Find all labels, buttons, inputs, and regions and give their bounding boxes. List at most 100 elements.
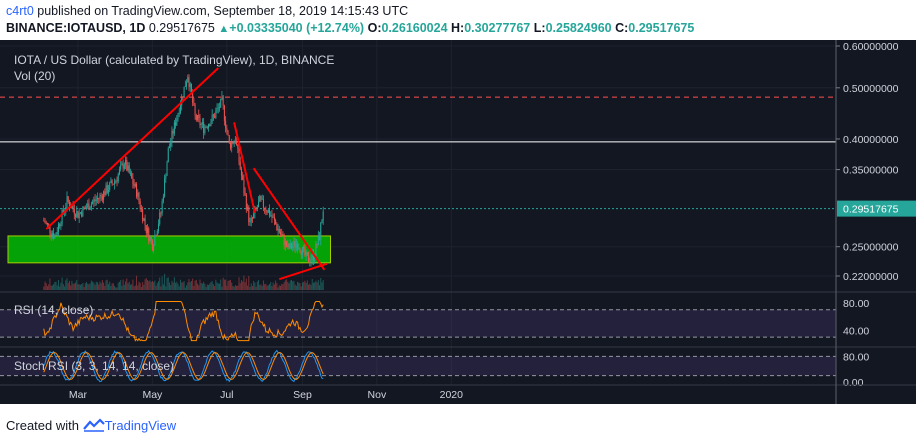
volume-bar	[289, 280, 291, 290]
volume-bar	[245, 278, 247, 290]
volume-bar	[301, 282, 303, 290]
candle-body	[151, 240, 153, 251]
candle-body	[59, 224, 61, 227]
candle-body	[165, 175, 167, 179]
volume-bar	[168, 282, 170, 290]
volume-bar	[316, 282, 318, 290]
time-tick-label: Mar	[69, 389, 88, 401]
candle-body	[300, 252, 302, 256]
candle-body	[48, 223, 50, 226]
volume-bar	[248, 276, 250, 290]
candle-body	[197, 115, 199, 120]
candle-body	[308, 255, 310, 263]
volume-bar	[309, 283, 311, 290]
volume-bar	[149, 280, 151, 290]
volume-bar	[298, 282, 300, 290]
candle-body	[267, 209, 269, 213]
candle-body	[110, 180, 112, 183]
rsi-tick-label: 40.00	[843, 325, 869, 337]
candle-body	[98, 198, 100, 199]
candle-body	[57, 224, 59, 232]
volume-bar	[115, 287, 117, 290]
candle-body	[287, 244, 289, 247]
candle-body	[118, 169, 120, 175]
candle-body	[89, 207, 91, 210]
trading-chart[interactable]: 80.00 40.00 80.00 0.00 0.60000000 0.5000000…	[0, 40, 916, 404]
candle-body	[201, 122, 203, 125]
candle-body	[60, 223, 62, 227]
candle-body	[155, 235, 157, 237]
candle-body	[215, 111, 217, 118]
candle-body	[253, 213, 255, 219]
volume-bar	[110, 285, 112, 290]
volume-bar	[181, 282, 183, 290]
volume-bar	[214, 286, 216, 290]
candle-body	[243, 179, 245, 193]
volume-bar	[284, 280, 286, 290]
candle-body	[115, 180, 117, 182]
candle-body	[293, 241, 295, 247]
candle-body	[282, 234, 284, 236]
candle-body	[53, 233, 55, 239]
price-axis[interactable]: 0.60000000 0.50000000 0.40000000 0.35000000…	[836, 41, 916, 283]
volume-bar	[90, 280, 92, 290]
volume-bar	[129, 284, 131, 290]
volume-bar	[53, 284, 55, 290]
candle-body	[219, 107, 220, 109]
rsi-band	[0, 309, 836, 338]
candle-body	[92, 201, 94, 204]
plot-area[interactable]	[0, 40, 836, 404]
trendlines	[45, 67, 328, 281]
candle-body	[306, 252, 308, 256]
candle-body	[311, 253, 313, 260]
candle-body	[232, 141, 234, 144]
volume-bar	[88, 284, 90, 290]
volume-bar	[295, 285, 297, 290]
candle-body	[100, 195, 102, 196]
volume-bar	[273, 284, 275, 290]
tradingview-logo-icon	[82, 418, 105, 432]
volume-bar	[104, 285, 106, 290]
volume-bar	[216, 282, 218, 290]
tradingview-brand[interactable]: TradingView	[104, 418, 177, 433]
candle-body	[198, 115, 200, 118]
volume-bar	[286, 279, 288, 290]
candle-body	[111, 180, 113, 184]
volume-bar	[133, 286, 135, 290]
candle-body	[256, 207, 258, 209]
time-tick-label: Jul	[220, 389, 233, 401]
volume-bar	[293, 280, 295, 290]
candle-body	[112, 183, 114, 185]
candle-body	[188, 77, 190, 88]
volume-bar	[215, 279, 217, 290]
volume-bar	[61, 277, 63, 290]
volume-bar	[51, 285, 53, 290]
volume-bar	[221, 286, 223, 290]
candle-body	[168, 146, 170, 149]
candle-body	[132, 178, 134, 185]
candle-body	[276, 224, 278, 230]
volume-bar	[72, 283, 74, 290]
volume-bar	[156, 282, 158, 290]
volume-bar	[264, 284, 266, 290]
volume-bar	[160, 286, 162, 290]
volume-bar	[126, 278, 128, 290]
candle-body	[172, 130, 174, 134]
candle-body	[233, 141, 235, 144]
volume-bar	[49, 278, 51, 290]
stoch-tick-label: 80.00	[843, 351, 869, 363]
volume-bar	[92, 281, 94, 290]
candle-body	[322, 211, 324, 221]
volume-bar	[225, 279, 227, 290]
volume-bar	[277, 287, 279, 290]
support-zone	[7, 235, 332, 264]
volume-bar	[306, 280, 308, 290]
volume-bar	[212, 284, 214, 290]
publisher-link[interactable]: c4rt0	[6, 4, 34, 18]
time-axis[interactable]: Mar May Jul Sep Nov 2020	[69, 389, 463, 401]
candle-body	[204, 126, 206, 134]
candle-body	[101, 195, 103, 200]
candle-body	[173, 122, 175, 134]
volume-bar	[170, 285, 172, 290]
volume-bar	[182, 282, 184, 290]
